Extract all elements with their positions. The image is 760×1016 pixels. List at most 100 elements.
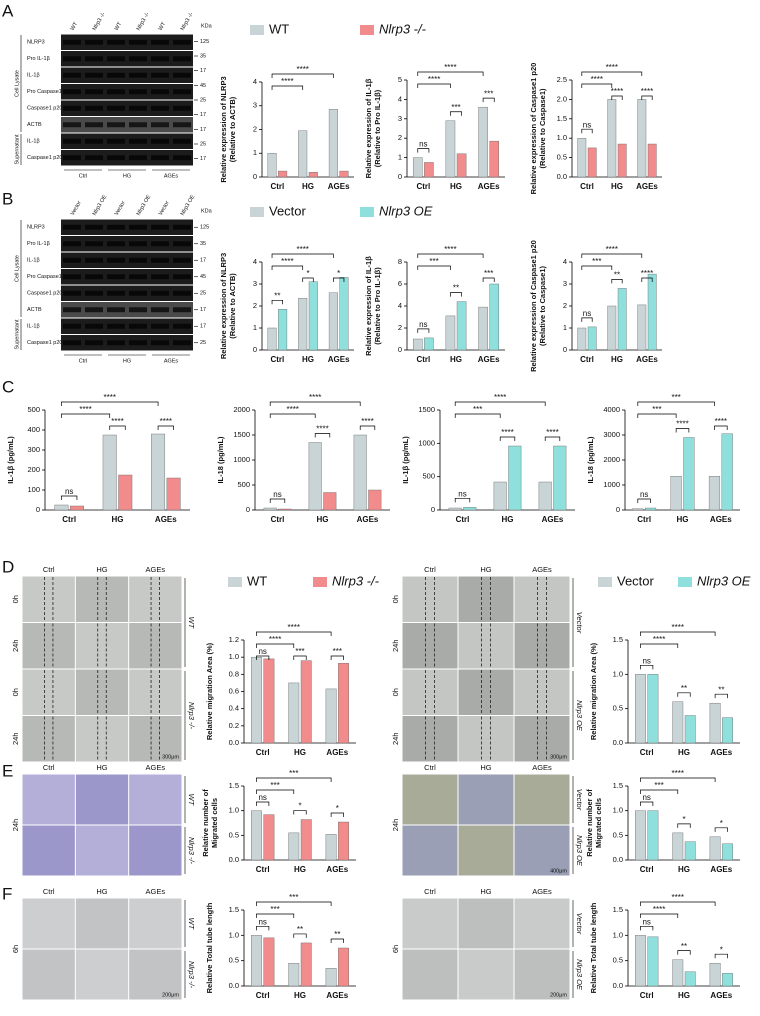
y-tick-label: 1500 [233, 430, 250, 439]
blot-band [173, 241, 191, 247]
y-tick-label: 100 [27, 485, 40, 494]
blot-band [173, 39, 191, 45]
y-tick-label: 0.0 [557, 172, 567, 181]
column-label: AGEs [146, 763, 166, 772]
significance-bracket [417, 265, 451, 270]
y-tick-label: 1.0 [557, 133, 567, 142]
group-label: Nlrp3 OE [575, 700, 584, 732]
marker-label: 25 [200, 291, 206, 297]
blot-band [151, 105, 169, 111]
significance-bracket [714, 425, 728, 430]
y-tick-label: 0.0 [613, 981, 623, 990]
micrograph [22, 576, 75, 622]
micrograph [402, 898, 458, 949]
micrograph [22, 825, 75, 876]
significance-bracket [359, 425, 376, 430]
bar [722, 973, 733, 987]
row-label: 0h [11, 688, 20, 696]
bar [412, 157, 423, 178]
blot-band [129, 224, 147, 230]
group-label: Nlrp3 -/- [187, 961, 196, 989]
significance-bracket [256, 631, 332, 636]
legend-swatch [598, 577, 612, 587]
bar [644, 507, 657, 511]
blot-band [129, 323, 147, 329]
group-label: Vector [575, 789, 584, 811]
bar [617, 288, 627, 351]
x-tick-label: AGEs [478, 182, 500, 191]
lane-label: Vector [114, 200, 127, 217]
group-label: WT [187, 918, 196, 931]
condition-label: Ctrl [79, 358, 88, 364]
blot-band [129, 307, 147, 313]
micrograph [75, 949, 129, 1000]
bar [463, 507, 477, 511]
bar [709, 702, 721, 744]
significance-bracket [450, 111, 462, 116]
significance-bracket [417, 83, 451, 88]
x-tick-label: HG [450, 355, 462, 364]
row-label: 24h [11, 732, 20, 745]
bar [102, 434, 117, 511]
bar [251, 935, 262, 987]
scale-label: 300μm [550, 754, 567, 760]
y-tick-label: 0.4 [229, 704, 239, 713]
significance-label: **** [653, 635, 665, 644]
marker-label: 125 [200, 225, 209, 231]
blot-band [129, 257, 147, 263]
y-tick-label: 4 [563, 257, 567, 266]
row-label: 24h [391, 819, 400, 832]
x-tick-label: HG [294, 865, 306, 874]
significance-bracket [640, 913, 679, 918]
bar [647, 273, 657, 351]
blot-band [63, 224, 81, 230]
y-tick-label: 3000 [603, 430, 620, 439]
band-label: Pro Caspase1 [27, 89, 62, 95]
scale-label: 200μm [162, 992, 179, 998]
y-axis-label: Relative expression of Caspase1 p20 [529, 63, 538, 195]
y-tick-label: 0 [253, 172, 257, 181]
y-tick-label: 0.5 [229, 956, 239, 965]
y-axis-label: Migrated cells [210, 798, 219, 848]
marker-label: 25 [200, 340, 206, 346]
y-tick-label: 0 [431, 505, 435, 514]
blot-strip [61, 133, 193, 149]
x-tick-label: HG [302, 182, 314, 191]
band-label: IL-1β [27, 258, 40, 264]
significance-label: *** [295, 647, 304, 656]
blot-band [85, 241, 103, 247]
bar [647, 674, 659, 744]
y-tick-label: 1.5 [613, 781, 623, 790]
significance-label: **** [160, 417, 172, 426]
significance-label: ns [419, 320, 427, 329]
blot-band [85, 122, 103, 128]
blot-band [107, 122, 125, 128]
bar [683, 437, 695, 511]
significance-label: * [298, 802, 301, 811]
micrograph [75, 623, 129, 669]
y-tick-label: 0 [398, 172, 402, 181]
blot-strip [61, 67, 193, 83]
blot-band [85, 56, 103, 62]
significance-label: **** [296, 65, 308, 74]
significance-label: *** [429, 257, 438, 266]
bar [684, 841, 696, 861]
significance-bracket [641, 95, 653, 100]
y-tick-label: 0.0 [229, 981, 239, 990]
y-tick-label: 1 [253, 148, 257, 157]
bar [368, 489, 382, 511]
column-label: AGEs [146, 887, 166, 896]
y-axis-label: Migrated cells [594, 798, 603, 848]
blot-band [151, 323, 169, 329]
blot-band [173, 224, 191, 230]
significance-label: *** [473, 405, 482, 414]
column-label: AGEs [532, 763, 552, 772]
blot-band [63, 155, 81, 161]
y-tick-label: 0.0 [613, 738, 623, 747]
significance-label: ns [273, 490, 281, 499]
blot-band [63, 340, 81, 346]
y-tick-label: 1.5 [229, 781, 239, 790]
bar [635, 810, 646, 861]
significance-label: **** [316, 425, 328, 434]
